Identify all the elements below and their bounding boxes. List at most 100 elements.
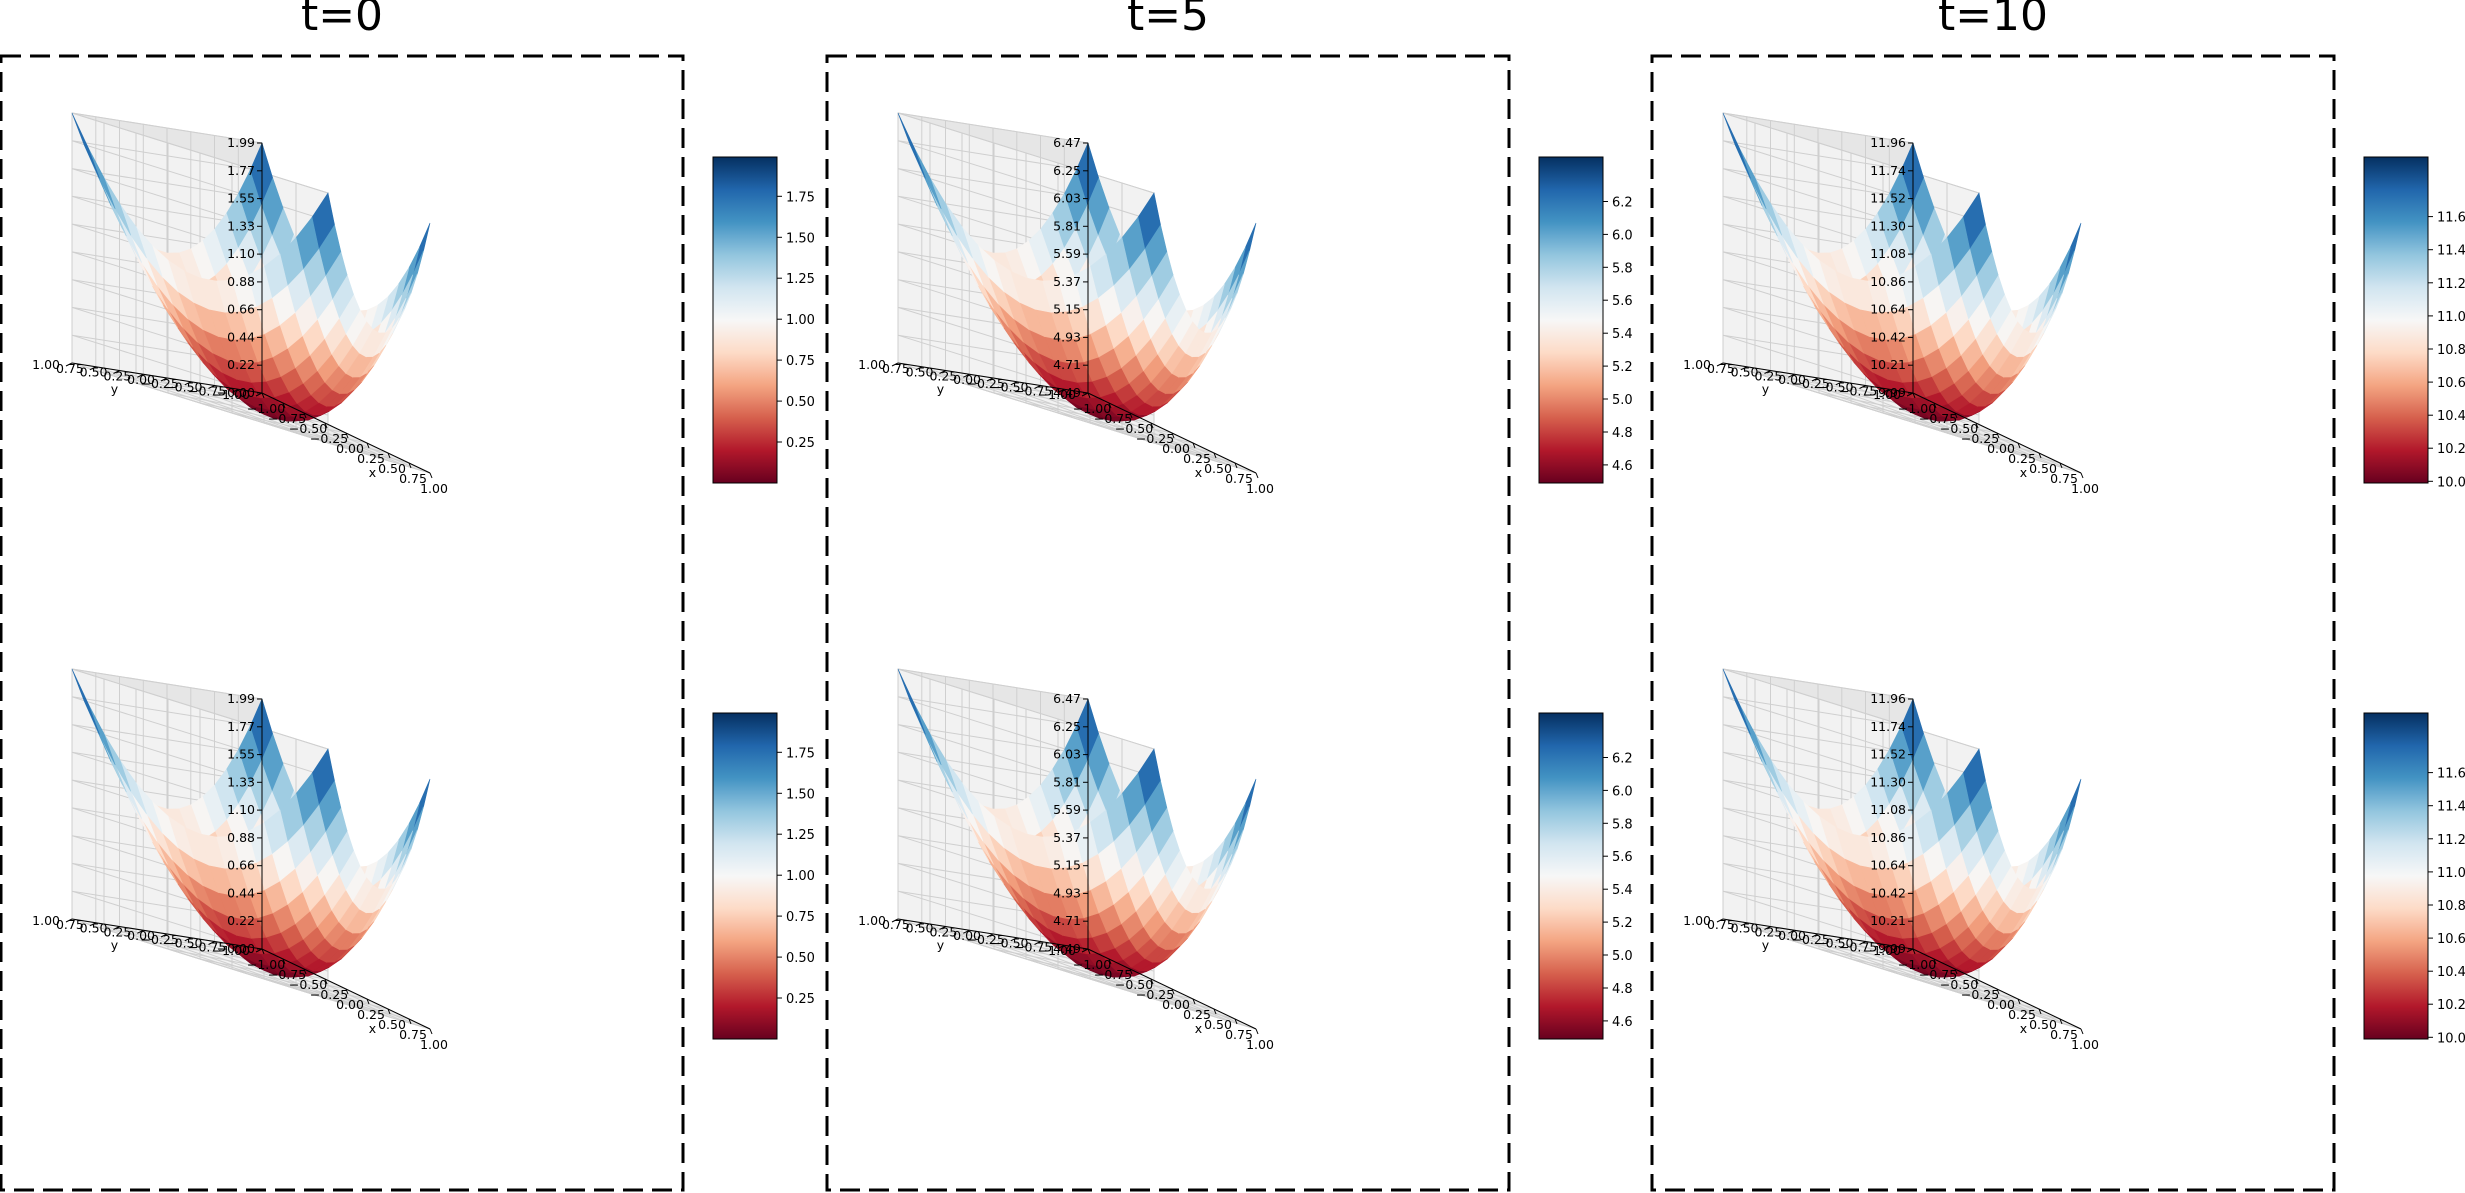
panels: −0.00 0.22 0.44 0.66 0.88 1.10 1.33 1.55 1.77 1.9… bbox=[32, 112, 2465, 1052]
x-tick-label: −0.50 bbox=[1940, 421, 1978, 436]
x-tick-label: −0.75 bbox=[1919, 411, 1957, 426]
colorbar-tick-label: 10.0 bbox=[2437, 475, 2465, 490]
surface-facet bbox=[1238, 778, 1257, 831]
surface-facet bbox=[71, 668, 100, 735]
y-tick-label: 0.25 bbox=[1754, 368, 1782, 383]
floor-gridline bbox=[327, 998, 431, 1030]
x-tick-label: −1.00 bbox=[1073, 401, 1111, 416]
y-tick-mark bbox=[89, 366, 97, 371]
z-tick-label: 4.49 bbox=[1053, 385, 1081, 400]
x-tick-mark bbox=[1108, 958, 1112, 965]
colorbar-tick-label: 1.75 bbox=[786, 190, 815, 205]
x-tick-label: −0.50 bbox=[1115, 421, 1153, 436]
z-tick-label: 1.77 bbox=[227, 719, 255, 734]
y-tick-label: −1.00 bbox=[1038, 387, 1076, 402]
y-tick-mark bbox=[963, 373, 970, 378]
floor-gridline bbox=[143, 929, 367, 1011]
x-tick-mark bbox=[261, 392, 265, 399]
x-tick-mark bbox=[429, 1028, 433, 1035]
back-gridline bbox=[71, 112, 329, 194]
column-frame-t0 bbox=[0, 54, 685, 1192]
colorbar-tick-label: 6.0 bbox=[1612, 784, 1633, 799]
y-tick-label: −1.00 bbox=[1863, 387, 1901, 402]
y-tick-label: −0.75 bbox=[1839, 383, 1877, 398]
y-axis-label: y bbox=[111, 382, 119, 397]
x-tick-label: 1.00 bbox=[1246, 481, 1274, 496]
y-tick-mark bbox=[137, 373, 144, 378]
column-frame-t5 bbox=[825, 54, 1511, 1192]
back-gridline bbox=[1722, 918, 1980, 1000]
x-tick-mark bbox=[1234, 1018, 1238, 1025]
surface-panel: 4.49 4.71 4.93 5.15 5.37 5.59 5.81 6.03 6.25 6.47… bbox=[858, 112, 1633, 496]
x-tick-mark bbox=[261, 948, 265, 955]
x-tick-label: −0.25 bbox=[1961, 987, 1999, 1002]
x-tick-label: 0.50 bbox=[2029, 1017, 2057, 1032]
x-axis-label: x bbox=[2020, 1021, 2027, 1036]
column-title-t10: t=10 bbox=[1938, 0, 2048, 41]
x-tick-mark bbox=[1975, 422, 1979, 429]
y-tick-mark bbox=[986, 933, 994, 938]
y-tick-mark bbox=[113, 370, 120, 374]
colorbar-tick-label: 10.4 bbox=[2437, 965, 2465, 980]
z-tick-label: 6.25 bbox=[1053, 719, 1081, 734]
z-tick-label: 4.93 bbox=[1053, 885, 1081, 900]
y-tick-label: 0.00 bbox=[1778, 928, 1806, 943]
y-tick-label: −0.25 bbox=[140, 932, 178, 947]
colorbar-tick-label: 5.2 bbox=[1612, 360, 1633, 375]
colorbar-tick-label: 10.0 bbox=[2437, 1031, 2465, 1046]
back-gridline bbox=[897, 362, 1155, 444]
x-tick-mark bbox=[1129, 412, 1133, 419]
colorbar-tick-label: 11.0 bbox=[2437, 866, 2465, 881]
surface-panel: −0.00 0.22 0.44 0.66 0.88 1.10 1.33 1.55 1.77 1.9… bbox=[32, 668, 815, 1052]
y-tick-label: 0.25 bbox=[103, 368, 131, 383]
column-title-t5: t=5 bbox=[1127, 0, 1209, 41]
y-tick-label: 0.00 bbox=[127, 372, 155, 387]
back-gridline bbox=[1722, 696, 1980, 778]
colorbar bbox=[1538, 712, 1604, 1040]
surface-facet bbox=[897, 668, 926, 735]
x-tick-mark bbox=[1108, 402, 1112, 409]
y-tick-label: 0.50 bbox=[80, 921, 108, 936]
y-tick-label: −0.75 bbox=[188, 939, 226, 954]
x-tick-label: 0.50 bbox=[2029, 461, 2057, 476]
back-gridline bbox=[1722, 140, 1980, 222]
surface-facet bbox=[1238, 222, 1257, 275]
side-gridline bbox=[1722, 112, 1914, 144]
y-tick-mark bbox=[208, 941, 215, 945]
z-tick-label: 10.86 bbox=[1870, 830, 1906, 845]
y-tick-mark bbox=[1716, 918, 1724, 923]
side-gridline bbox=[71, 696, 263, 728]
colorbar-tick-label: 0.25 bbox=[786, 992, 815, 1007]
colorbar-tick-label: 4.6 bbox=[1612, 459, 1633, 474]
y-tick-label: −0.50 bbox=[1815, 936, 1853, 951]
y-tick-mark bbox=[1883, 944, 1890, 949]
floor-gridline bbox=[921, 366, 1167, 448]
x-tick-label: −0.75 bbox=[268, 967, 306, 982]
x-tick-mark bbox=[2038, 1008, 2042, 1015]
z-tick-label: 0.22 bbox=[227, 357, 255, 372]
z-tick-label: 1.33 bbox=[227, 774, 255, 789]
x-tick-label: 0.50 bbox=[1204, 1017, 1232, 1032]
x-tick-mark bbox=[1129, 968, 1133, 975]
z-tick-label: 10.21 bbox=[1870, 357, 1906, 372]
y-tick-mark bbox=[1081, 392, 1089, 397]
z-tick-label: 0.88 bbox=[227, 274, 255, 289]
x-tick-label: 0.25 bbox=[357, 1007, 385, 1022]
z-tick-label: 0.44 bbox=[227, 885, 255, 900]
x-tick-mark bbox=[1192, 998, 1196, 1005]
y-tick-mark bbox=[1764, 926, 1771, 930]
z-tick-label: 6.47 bbox=[1053, 691, 1081, 706]
z-tick-label: 1.99 bbox=[227, 135, 255, 150]
colorbar bbox=[2363, 156, 2429, 484]
colorbar-tick-label: 1.75 bbox=[786, 746, 815, 761]
y-tick-label: 0.25 bbox=[103, 924, 131, 939]
colorbar-tick-label: 1.25 bbox=[786, 272, 815, 287]
floor-gridline bbox=[231, 968, 368, 1000]
x-tick-label: 1.00 bbox=[420, 481, 448, 496]
floor-gridline bbox=[1153, 998, 1257, 1030]
colorbar-tick-label: 5.8 bbox=[1612, 261, 1633, 276]
back-gridline bbox=[1722, 668, 1980, 750]
x-tick-mark bbox=[2038, 452, 2042, 459]
z-tick-label: 5.59 bbox=[1053, 246, 1081, 261]
x-tick-mark bbox=[1954, 968, 1958, 975]
